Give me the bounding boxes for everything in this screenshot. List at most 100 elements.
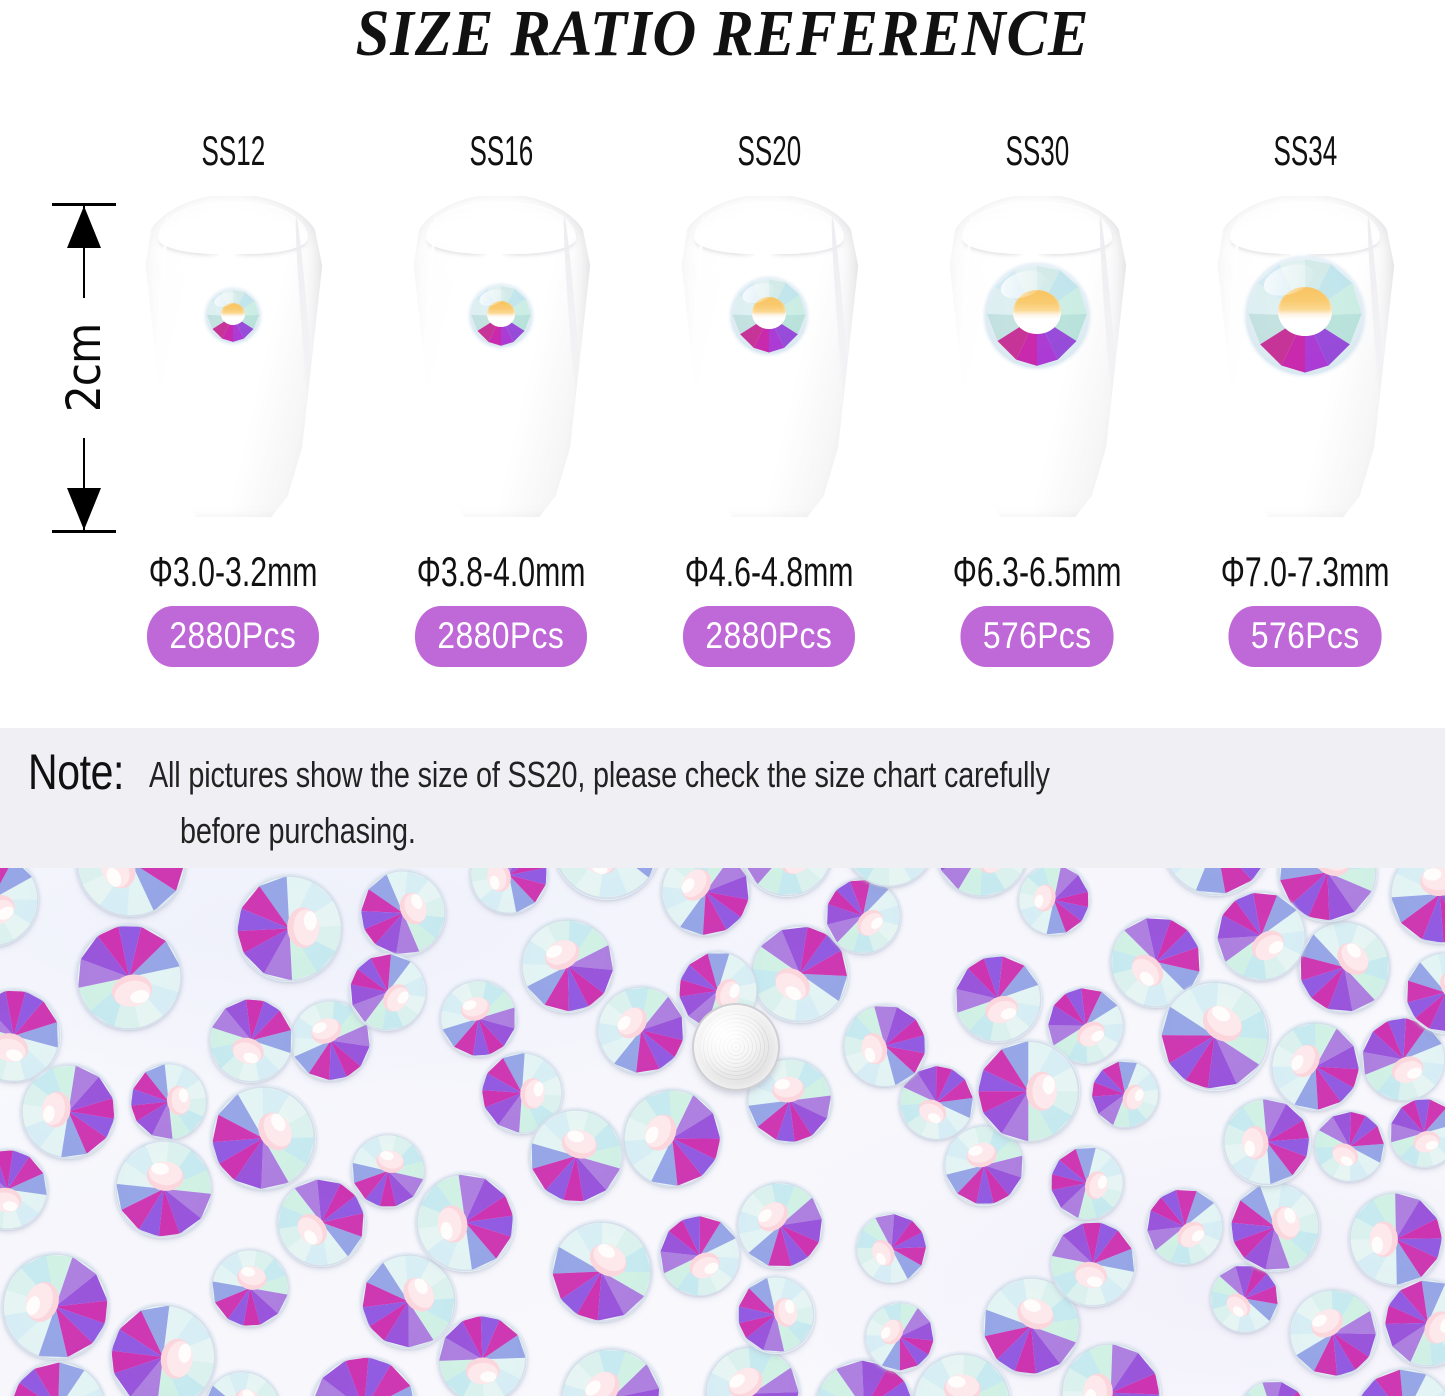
rhinestone-photo-item [438, 1314, 527, 1396]
rhinestone-photo-item [1289, 1288, 1378, 1377]
rhinestone-photo-item [1145, 1187, 1223, 1265]
rhinestone-photo-item [977, 1039, 1080, 1143]
rhinestone-photo-item [1297, 920, 1390, 1014]
note-keyword: Note: [28, 744, 124, 800]
nail-cuticle-rim [426, 201, 576, 254]
rhinestone-photo-item [1384, 1278, 1445, 1367]
rhinestone-icon [206, 289, 260, 343]
rhinestone-photo-item [913, 1353, 1011, 1396]
rhinestone-photo-item [1216, 890, 1307, 981]
nail-tip-sample [946, 194, 1128, 524]
rhinestone-photo-item [954, 955, 1042, 1043]
rhinestone-photo-item [1389, 868, 1445, 944]
rhinestone-photo-item [416, 1173, 515, 1272]
rhinestone-photo-item [751, 925, 849, 1023]
note-first-line: Note: All pictures show the size of SS20… [28, 743, 1428, 802]
rhinestone-photo-item [202, 1371, 281, 1396]
rhinestone-photo-item [211, 1249, 290, 1328]
rhinestone-photo-item [622, 1088, 722, 1187]
size-column-ss34: SS34 [1180, 128, 1430, 688]
rhinestone-photo-item [0, 1148, 49, 1230]
rhinestone-photo-item [520, 919, 615, 1013]
ruler-label: 2cm [57, 298, 112, 438]
nail-tip-shape [681, 195, 859, 518]
diameter-label: Φ4.6-4.8mm [684, 548, 854, 595]
rhinestone-photo-item [361, 1254, 457, 1349]
rhinestone-photo-item [1223, 1098, 1311, 1186]
size-code-label: SS16 [469, 127, 533, 174]
diameter-label: Φ7.0-7.3mm [1220, 548, 1390, 595]
quantity-badge: 576Pcs [1228, 606, 1382, 667]
nail-right-edge-shadow [1365, 216, 1393, 477]
rhinestone-photo-item [1018, 868, 1091, 936]
nail-left-edge-highlight [413, 213, 438, 493]
size-column-ss20: SS20 [644, 128, 894, 688]
rhinestone-photo-item [1090, 1060, 1159, 1129]
size-column-ss30: SS30 [912, 128, 1162, 688]
page-title: SIZE RATIO REFERENCE [355, 0, 1090, 70]
rhinestone-photo-item [1109, 916, 1202, 1009]
rhinestone-table [220, 302, 246, 326]
size-chart-section: SIZE RATIO REFERENCE 2cm SS12 [46, 0, 1430, 688]
scale-ruler-2cm: 2cm [46, 203, 126, 533]
rhinestone-photo-item [1360, 1016, 1445, 1102]
foil-texture [700, 1011, 772, 1083]
rhinestone-photo-item [843, 1003, 927, 1088]
nail-tip-sample [410, 194, 592, 524]
rhinestone-photo-item [1209, 1264, 1279, 1334]
size-column-ss16: SS16 [376, 128, 626, 688]
rhinestone-photo-item [114, 1139, 213, 1238]
rhinestone-photo-item [740, 868, 834, 897]
nail-right-edge-shadow [293, 216, 321, 477]
size-code-label: SS12 [201, 127, 265, 174]
rhinestone-photo-item [737, 1276, 815, 1354]
rhinestone-photo-item [76, 924, 183, 1031]
note-line-1: All pictures show the size of SS20, plea… [149, 754, 1051, 795]
nail-tip-shape [145, 195, 323, 518]
nail-tip-sample [678, 194, 860, 524]
rhinestone-photo-item [550, 1221, 652, 1323]
rhinestone-icon [1246, 257, 1364, 375]
nail-right-edge-shadow [829, 216, 857, 477]
rhinestone-photo-item [469, 868, 548, 915]
diameter-label: Φ3.0-3.2mm [148, 548, 318, 595]
rhinestone-photo-item [350, 1133, 425, 1208]
rhinestone-photo-item [109, 1304, 216, 1396]
rhinestone-photo-item [75, 868, 186, 917]
rhinestone-photo-item [439, 980, 517, 1058]
note-line-2: before purchasing. [180, 810, 416, 851]
size-column-ss12: SS12 [108, 128, 358, 688]
nail-cuticle-rim [694, 201, 844, 254]
quantity-badge: 2880Pcs [415, 606, 587, 667]
size-code-label: SS20 [737, 127, 801, 174]
rhinestone-photo-item [1354, 1368, 1445, 1396]
nail-right-edge-shadow [1097, 216, 1125, 477]
rhinestone-photo-item [1278, 868, 1377, 922]
rhinestone-photo-item [1049, 1145, 1124, 1220]
rhinestone-photo-item [661, 868, 751, 937]
rhinestone-photo-item [20, 1064, 116, 1160]
size-code-label: SS34 [1273, 127, 1337, 174]
rhinestone-photo-item [1270, 1022, 1360, 1112]
note-text-block: Note: All pictures show the size of SS20… [28, 743, 1428, 858]
rhinestone-photo-item [0, 988, 61, 1083]
rhinestone-photo-item [597, 985, 686, 1075]
rhinestone-photo-item [736, 1181, 824, 1269]
rhinestone-photo-item [1314, 1110, 1386, 1182]
rhinestone-photo-item [552, 868, 661, 900]
diameter-label: Φ3.8-4.0mm [416, 548, 586, 595]
nail-tip-sample [142, 194, 324, 524]
rhinestone-icon [985, 264, 1089, 368]
rhinestone-foil-back [692, 1003, 780, 1091]
nail-cuticle-rim [1230, 201, 1380, 254]
rhinestone-photo-item [235, 874, 343, 982]
rhinestone-photo-item [934, 868, 1029, 897]
arrow-down-icon [67, 488, 101, 530]
nail-cuticle-rim [962, 201, 1112, 254]
rhinestone-photo-item [1061, 1343, 1161, 1396]
rhinestone-icon [731, 278, 807, 354]
nail-left-edge-highlight [681, 213, 706, 493]
rhinestone-photo-item [1230, 1181, 1320, 1272]
rhinestone-photo-item [211, 1085, 316, 1191]
